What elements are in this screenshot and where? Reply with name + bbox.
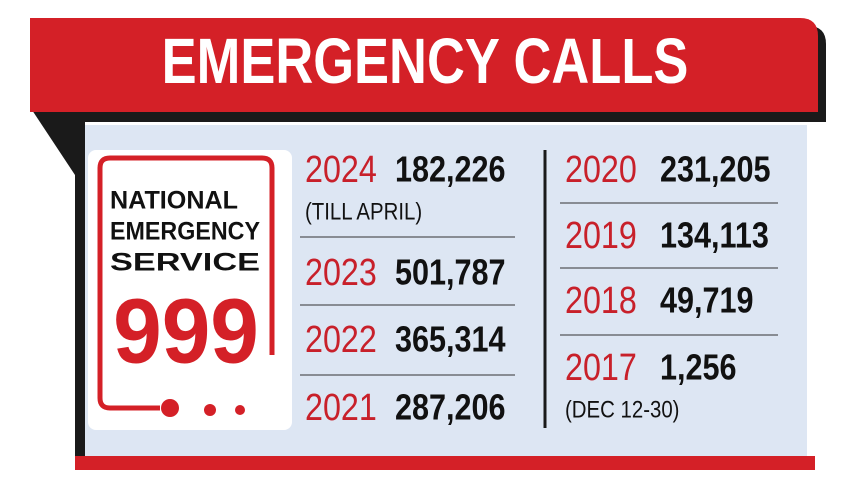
calls: 501,787 xyxy=(395,253,506,293)
logo-dot xyxy=(235,405,245,415)
logo-box xyxy=(88,150,292,430)
calls: 231,205 xyxy=(660,150,771,190)
year: 2024 xyxy=(305,149,377,191)
panel-edge xyxy=(75,110,85,458)
logo-number: 999 xyxy=(113,280,259,383)
calls: 134,113 xyxy=(660,216,769,256)
banner-fold xyxy=(32,110,75,175)
year: 2020 xyxy=(565,149,637,191)
logo-line: EMERGENCY xyxy=(110,218,260,246)
logo-dot xyxy=(161,399,179,417)
year: 2023 xyxy=(305,252,377,294)
logo-line: SERVICE xyxy=(110,249,260,277)
logo-line: NATIONAL xyxy=(110,187,238,215)
note: (DEC 12-30) xyxy=(565,396,679,423)
logo-frame xyxy=(97,155,275,411)
logo-dot xyxy=(204,404,216,416)
note: (TILL APRIL) xyxy=(305,198,422,225)
bottom-bar xyxy=(75,456,815,470)
year: 2021 xyxy=(305,387,377,429)
calls: 287,206 xyxy=(395,388,506,428)
calls: 1,256 xyxy=(660,348,737,388)
year: 2017 xyxy=(565,347,637,389)
calls: 49,719 xyxy=(660,281,754,321)
banner xyxy=(30,18,818,112)
year: 2018 xyxy=(565,280,637,322)
calls: 365,314 xyxy=(395,320,506,360)
year: 2019 xyxy=(565,215,637,257)
calls: 182,226 xyxy=(395,150,506,190)
year: 2022 xyxy=(305,319,377,361)
title: EMERGENCY CALLS xyxy=(162,26,689,97)
